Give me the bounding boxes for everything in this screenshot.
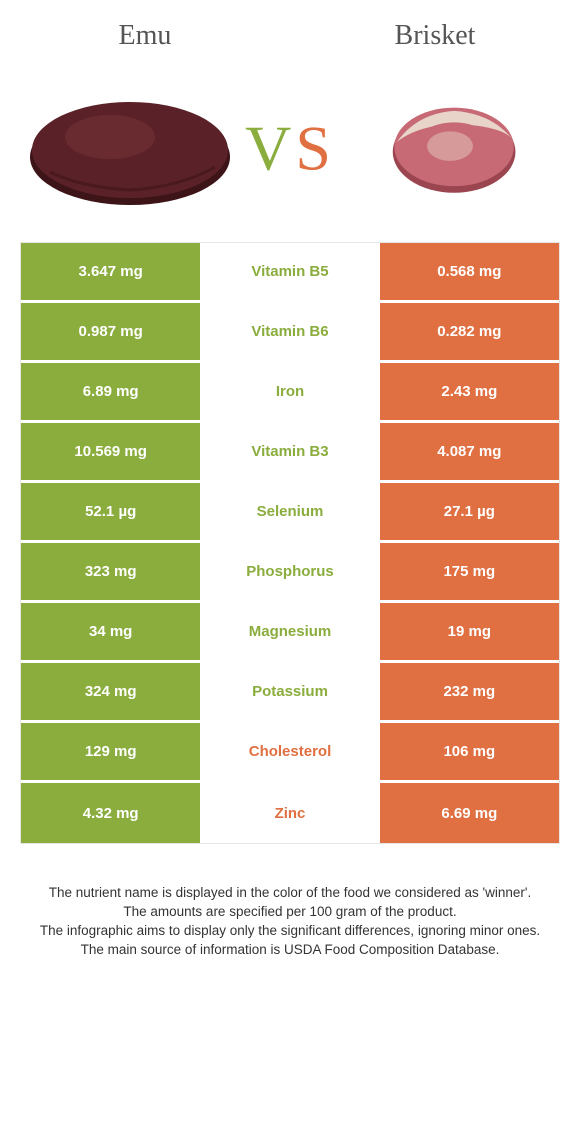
left-value: 129 mg xyxy=(21,723,200,780)
left-value: 52.1 µg xyxy=(21,483,200,540)
left-value: 34 mg xyxy=(21,603,200,660)
table-row: 34 mgMagnesium19 mg xyxy=(21,603,559,663)
vs-v: V xyxy=(245,112,295,183)
table-row: 323 mgPhosphorus175 mg xyxy=(21,543,559,603)
left-value: 0.987 mg xyxy=(21,303,200,360)
left-food-image xyxy=(20,72,240,212)
left-value: 323 mg xyxy=(21,543,200,600)
right-value: 0.568 mg xyxy=(380,243,559,300)
right-value: 19 mg xyxy=(380,603,559,660)
right-value: 4.087 mg xyxy=(380,423,559,480)
images-row: VS xyxy=(0,62,580,242)
left-value: 4.32 mg xyxy=(21,783,200,843)
nutrient-name: Vitamin B5 xyxy=(200,243,379,300)
right-value: 6.69 mg xyxy=(380,783,559,843)
footer-notes: The nutrient name is displayed in the co… xyxy=(20,884,560,960)
table-row: 4.32 mgZinc6.69 mg xyxy=(21,783,559,843)
nutrient-name: Zinc xyxy=(200,783,379,843)
footer-line: The nutrient name is displayed in the co… xyxy=(20,884,560,903)
vs-s: S xyxy=(295,112,335,183)
table-row: 52.1 µgSelenium27.1 µg xyxy=(21,483,559,543)
nutrient-name: Vitamin B3 xyxy=(200,423,379,480)
right-value: 27.1 µg xyxy=(380,483,559,540)
nutrient-name: Potassium xyxy=(200,663,379,720)
right-value: 106 mg xyxy=(380,723,559,780)
table-row: 129 mgCholesterol106 mg xyxy=(21,723,559,783)
right-food-image xyxy=(340,72,560,212)
right-value: 2.43 mg xyxy=(380,363,559,420)
nutrient-name: Cholesterol xyxy=(200,723,379,780)
nutrient-name: Magnesium xyxy=(200,603,379,660)
left-value: 324 mg xyxy=(21,663,200,720)
right-food-title: Brisket xyxy=(290,20,580,52)
nutrient-name: Iron xyxy=(200,363,379,420)
table-row: 0.987 mgVitamin B60.282 mg xyxy=(21,303,559,363)
table-row: 324 mgPotassium232 mg xyxy=(21,663,559,723)
nutrient-name: Phosphorus xyxy=(200,543,379,600)
nutrient-table: 3.647 mgVitamin B50.568 mg0.987 mgVitami… xyxy=(20,242,560,844)
right-value: 232 mg xyxy=(380,663,559,720)
left-food-title: Emu xyxy=(0,20,290,52)
header: Emu Brisket xyxy=(0,0,580,62)
right-value: 0.282 mg xyxy=(380,303,559,360)
nutrient-name: Vitamin B6 xyxy=(200,303,379,360)
left-value: 6.89 mg xyxy=(21,363,200,420)
right-value: 175 mg xyxy=(380,543,559,600)
vs-label: VS xyxy=(245,111,335,185)
left-value: 3.647 mg xyxy=(21,243,200,300)
footer-line: The infographic aims to display only the… xyxy=(20,922,560,941)
infographic-container: Emu Brisket VS 3.647 mgVitamin B50.568 xyxy=(0,0,580,960)
footer-line: The amounts are specified per 100 gram o… xyxy=(20,903,560,922)
table-row: 10.569 mgVitamin B34.087 mg xyxy=(21,423,559,483)
nutrient-name: Selenium xyxy=(200,483,379,540)
left-value: 10.569 mg xyxy=(21,423,200,480)
footer-line: The main source of information is USDA F… xyxy=(20,941,560,960)
table-row: 3.647 mgVitamin B50.568 mg xyxy=(21,243,559,303)
table-row: 6.89 mgIron2.43 mg xyxy=(21,363,559,423)
